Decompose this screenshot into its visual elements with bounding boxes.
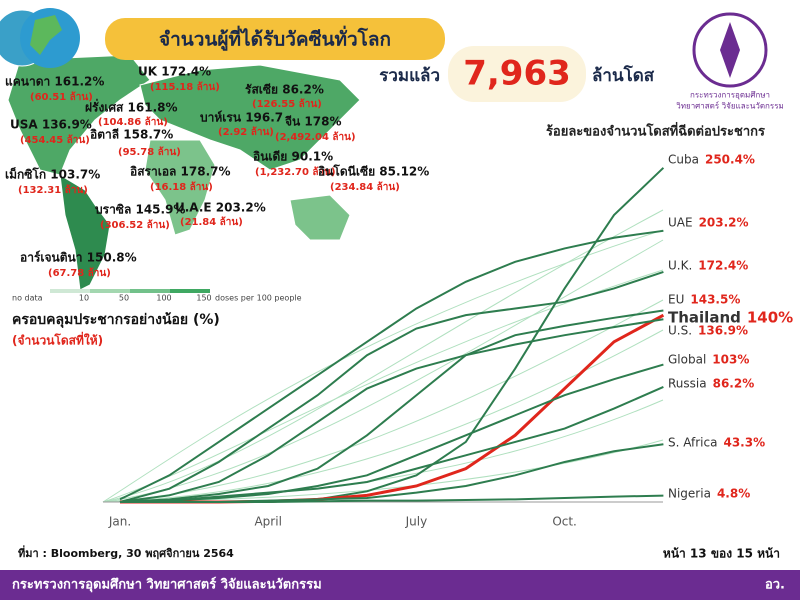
value-label: 136.9%: [698, 324, 748, 338]
x-tick-label: April: [254, 515, 281, 529]
map-sublabel: (16.18 ล้าน): [150, 181, 213, 193]
series-label: U.S.: [668, 324, 692, 338]
series-line: [119, 309, 664, 503]
legend-label: doses per 100 people: [215, 294, 302, 303]
value-label: 4.8%: [717, 487, 750, 501]
map-label: อินเดีย 90.1%: [253, 150, 333, 164]
y-label: ครอบคลุมประชากรอย่างน้อย (%): [12, 312, 220, 328]
chart-title: ร้อยละของจำนวนโดสที่ฉีดต่อประชากร: [546, 122, 765, 140]
value-label: 43.3%: [723, 436, 765, 450]
map-label: จีน 178%: [285, 115, 341, 129]
map-label: ฝรั่งเศส 161.8%: [85, 99, 178, 115]
logo-text: กระทรวงการอุดมศึกษา: [690, 91, 770, 100]
map-sublabel: (132.31 ล้าน): [18, 184, 88, 196]
abbr: อว.: [765, 578, 785, 593]
map-sublabel: (21.84 ล้าน): [180, 216, 243, 228]
series-label: Cuba: [668, 153, 699, 167]
map-label: UK 172.4%: [138, 65, 211, 79]
series-label: Nigeria: [668, 487, 711, 501]
map-sublabel: (2.92 ล้าน): [218, 126, 274, 138]
series-line: [119, 386, 664, 503]
map-label: อินโดนีเซีย 85.12%: [318, 164, 429, 179]
series-line: [119, 363, 664, 503]
map-sublabel: (454.45 ล้าน): [20, 134, 90, 146]
source: ที่มา : Bloomberg, 30 พฤศจิกายน 2564: [18, 545, 234, 560]
x-tick-label: Jan.: [108, 515, 131, 529]
logo-text: วิทยาศาสตร์ วิจัยและนวัตกรรม: [676, 101, 784, 111]
x-tick-label: Oct.: [552, 515, 577, 529]
series-label: Thailand: [668, 309, 741, 327]
total-suffix: ล้านโดส: [592, 65, 655, 86]
map-label: บาห์เรน 196.7: [200, 111, 283, 125]
map-label: U.A.E 203.2%: [175, 201, 266, 215]
legend-label: no data: [12, 294, 43, 303]
page-number: หน้า 13 ของ 15 หน้า: [663, 547, 780, 561]
x-tick-label: July: [405, 515, 428, 529]
map-label: เม็กซิโก 103.7%: [5, 167, 100, 182]
total: 7,963: [463, 54, 571, 94]
map-label: อิตาลี 158.7%: [90, 128, 173, 142]
series-label: Russia: [668, 377, 707, 391]
value-label: 250.4%: [705, 153, 755, 167]
map-sublabel: (306.52 ล้าน): [100, 219, 170, 231]
series-label: EU: [668, 293, 684, 307]
map-sublabel: (60.51 ล้าน): [30, 91, 93, 103]
series-line: [119, 270, 664, 503]
legend-label: 150: [196, 294, 211, 303]
map-label: USA 136.9%: [10, 118, 92, 132]
value-label: 143.5%: [690, 293, 740, 307]
title-bar: [105, 18, 445, 60]
map-sublabel: (104.86 ล้าน): [98, 116, 168, 128]
map-sublabel: (67.78 ล้าน): [48, 267, 111, 279]
globe-land: [30, 15, 62, 55]
map-label: อิสราเอล 178.7%: [130, 165, 231, 179]
series-line: [120, 494, 664, 503]
series-label: UAE: [668, 216, 693, 230]
y-sublabel: (จำนวนโดสที่ให้): [12, 332, 103, 348]
footer-bar: [0, 570, 800, 600]
total-prefix: รวมแล้ว: [379, 66, 440, 86]
map-label: อาร์เจนตินา 150.8%: [20, 251, 137, 265]
series-label: Global: [668, 353, 706, 367]
map-sublabel: (115.18 ล้าน): [150, 81, 220, 93]
ministry: กระทรวงการอุดมศึกษา วิทยาศาสตร์ วิจัยและ…: [12, 577, 322, 593]
series-label: S. Africa: [668, 436, 717, 450]
series-line: [119, 318, 664, 503]
map-sublabel: (126.55 ล้าน): [252, 98, 322, 110]
value-label: 140%: [747, 309, 793, 327]
legend-label: 10: [79, 294, 89, 303]
value-label: 172.4%: [698, 259, 748, 273]
map-label: แคนาดา 161.2%: [5, 75, 104, 89]
map-sublabel: (2,492.04 ล้าน): [275, 131, 356, 143]
value-label: 86.2%: [713, 377, 755, 391]
legend-label: 50: [119, 294, 129, 303]
title: จำนวนผู้ที่ได้รับวัคซีนทั่วโลก: [159, 26, 391, 52]
series-line: [119, 229, 664, 501]
total-bubble: [448, 46, 586, 102]
map-sublabel: (95.78 ล้าน): [118, 146, 181, 158]
map-label: รัสเซีย 86.2%: [245, 83, 324, 97]
map-label: บราซิล 145.9%: [95, 203, 185, 217]
legend-swatch: [50, 289, 90, 293]
series-label: U.K.: [668, 259, 692, 273]
legend-swatch: [130, 289, 170, 293]
map-sublabel: (234.84 ล้าน): [330, 181, 400, 193]
legend-label: 100: [156, 294, 171, 303]
legend-swatch: [170, 289, 210, 293]
map-sublabel: (1,232.70 ล้าน): [255, 166, 336, 178]
logo-mark: [720, 22, 740, 78]
value-label: 203.2%: [699, 216, 749, 230]
legend-swatch: [90, 289, 130, 293]
value-label: 103%: [712, 353, 749, 367]
